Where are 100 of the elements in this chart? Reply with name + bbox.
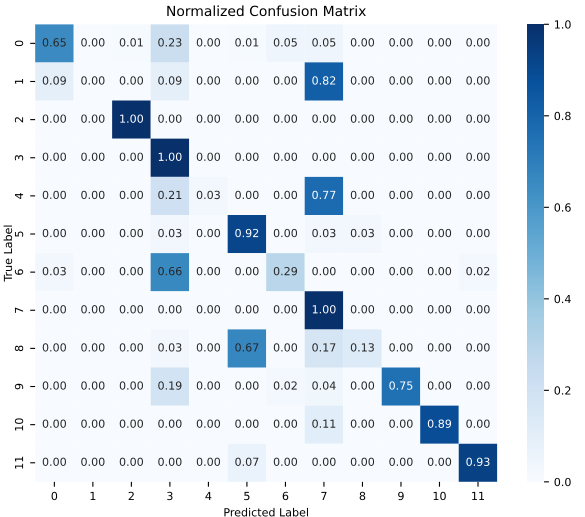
data-label: 0.65 bbox=[42, 38, 66, 47]
color-bar-label: 1.0 bbox=[554, 20, 571, 29]
data-label: 0.00 bbox=[389, 419, 413, 428]
data-label: 0.00 bbox=[389, 76, 413, 85]
data-label: 0.00 bbox=[81, 343, 104, 352]
data-label: 0.00 bbox=[120, 305, 144, 314]
data-label: 0.00 bbox=[274, 76, 298, 85]
data-label: 0.00 bbox=[120, 152, 144, 161]
data-label: 0.03 bbox=[158, 228, 182, 238]
y-tick-label: 10 bbox=[14, 418, 24, 430]
data-label: 0.00 bbox=[42, 152, 66, 161]
data-label: 0.00 bbox=[466, 381, 490, 390]
data-label: 0.00 bbox=[120, 228, 144, 238]
data-label: 0.00 bbox=[196, 266, 220, 276]
data-label: 0.00 bbox=[428, 305, 452, 314]
data-label: 0.00 bbox=[389, 343, 413, 352]
data-label: 0.00 bbox=[389, 152, 413, 161]
data-label: 0.09 bbox=[42, 76, 66, 85]
data-label: 0.00 bbox=[350, 38, 374, 47]
data-label: 0.11 bbox=[312, 419, 336, 428]
data-label: 0.00 bbox=[81, 228, 104, 238]
data-label: 0.00 bbox=[196, 343, 220, 352]
data-label: 0.00 bbox=[350, 381, 374, 390]
data-label: 0.00 bbox=[274, 419, 298, 428]
data-label: 0.00 bbox=[274, 305, 298, 314]
data-label: 0.00 bbox=[312, 266, 336, 276]
data-label: 0.00 bbox=[235, 152, 259, 161]
data-label: 0.66 bbox=[158, 266, 182, 276]
x-tick-label: 8 bbox=[360, 492, 366, 500]
data-label: 0.00 bbox=[350, 305, 374, 314]
data-label: 0.00 bbox=[120, 458, 144, 466]
data-label: 0.00 bbox=[81, 381, 104, 390]
y-tick-label: 5 bbox=[14, 231, 24, 237]
data-label: 0.00 bbox=[235, 419, 259, 428]
data-label: 0.03 bbox=[158, 343, 182, 352]
data-label: 0.00 bbox=[235, 266, 259, 276]
y-tick-label: 7 bbox=[14, 308, 24, 313]
color-bar-label: 0.0 bbox=[554, 478, 571, 486]
x-axis-title: Predicted Label bbox=[224, 508, 308, 516]
y-tick-label: 11 bbox=[14, 456, 24, 469]
data-label: 0.00 bbox=[196, 152, 220, 161]
color-bar-label: 0.4 bbox=[554, 294, 571, 304]
data-label: 0.00 bbox=[312, 114, 336, 123]
data-label: 0.09 bbox=[158, 76, 182, 85]
data-label: 0.00 bbox=[196, 38, 220, 47]
data-label: 0.92 bbox=[235, 228, 258, 238]
data-label: 0.00 bbox=[350, 419, 374, 428]
data-label: 1.00 bbox=[158, 152, 182, 161]
data-label: 0.07 bbox=[235, 458, 258, 466]
data-label: 0.00 bbox=[466, 419, 490, 428]
data-label: 0.00 bbox=[42, 228, 66, 238]
data-label: 0.01 bbox=[235, 38, 258, 47]
data-label: 0.17 bbox=[312, 343, 336, 352]
data-label: 0.00 bbox=[350, 152, 374, 161]
data-label: 0.00 bbox=[350, 266, 374, 276]
data-label: 0.00 bbox=[466, 152, 490, 161]
data-label: 0.77 bbox=[312, 190, 336, 200]
y-tick-label: 0 bbox=[14, 40, 24, 46]
data-label: 0.00 bbox=[389, 458, 413, 466]
data-label: 0.00 bbox=[120, 76, 144, 85]
data-label: 0.00 bbox=[196, 381, 220, 390]
y-tick-label: 6 bbox=[14, 269, 24, 275]
data-label: 0.00 bbox=[42, 114, 66, 123]
x-tick-label: 9 bbox=[398, 492, 404, 500]
data-label: 0.00 bbox=[120, 190, 144, 200]
data-label: 0.00 bbox=[428, 152, 452, 161]
data-label: 0.00 bbox=[120, 343, 144, 352]
data-label: 0.00 bbox=[42, 305, 66, 314]
y-tick-label: 2 bbox=[14, 117, 24, 122]
y-tick-label: 1 bbox=[14, 78, 24, 84]
data-label: 0.00 bbox=[42, 381, 66, 390]
data-label: 0.05 bbox=[312, 38, 336, 47]
data-label: 0.00 bbox=[274, 343, 298, 352]
x-tick-label: 10 bbox=[434, 492, 446, 500]
data-label: 0.03 bbox=[312, 228, 336, 238]
data-label: 0.04 bbox=[312, 381, 336, 390]
data-label: 0.00 bbox=[274, 228, 298, 238]
data-label: 0.00 bbox=[196, 228, 220, 238]
data-label: 0.23 bbox=[158, 38, 182, 47]
data-label: 0.00 bbox=[81, 458, 104, 466]
data-label: 0.03 bbox=[42, 266, 66, 276]
x-tick-label: 0 bbox=[52, 492, 58, 500]
data-label: 1.00 bbox=[120, 114, 144, 123]
color-bar-label: 0.2 bbox=[554, 386, 570, 395]
data-label: 0.19 bbox=[158, 381, 182, 390]
data-label: 0.00 bbox=[42, 190, 66, 200]
data-label: 0.03 bbox=[196, 190, 220, 200]
data-label: 0.00 bbox=[42, 343, 66, 352]
data-label: 0.00 bbox=[81, 152, 104, 161]
data-label: 0.00 bbox=[81, 114, 104, 123]
data-label: 0.00 bbox=[466, 305, 490, 314]
data-label: 0.00 bbox=[235, 381, 259, 390]
data-label: 0.00 bbox=[428, 343, 452, 352]
data-label: 0.00 bbox=[235, 114, 259, 123]
y-tick-label: 3 bbox=[14, 155, 24, 160]
data-label: 0.00 bbox=[312, 152, 336, 161]
data-label: 0.00 bbox=[81, 190, 104, 200]
data-label: 0.00 bbox=[81, 305, 104, 314]
data-label: 0.01 bbox=[120, 38, 143, 47]
y-axis-title: True Label bbox=[4, 226, 12, 282]
